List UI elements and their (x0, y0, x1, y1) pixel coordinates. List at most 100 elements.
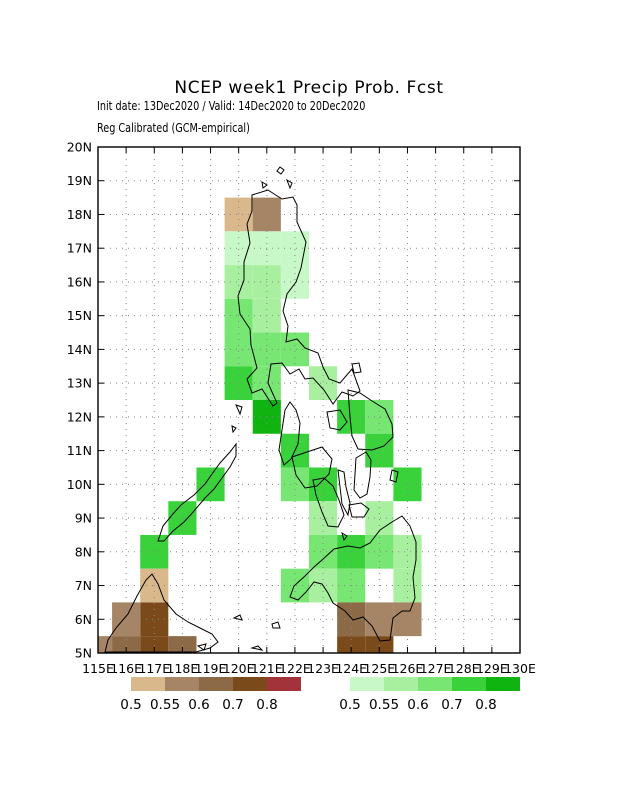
prob-cell (280, 265, 309, 299)
lon-label: 115E (82, 661, 114, 676)
legend-swatch (233, 677, 267, 691)
legend-label: 0.7 (441, 697, 462, 713)
lat-label: 16N (67, 274, 92, 289)
lat-label: 11N (67, 443, 92, 458)
prob-cell (168, 636, 197, 653)
lat-label: 9N (75, 511, 92, 526)
lat-label: 5N (75, 646, 92, 661)
prob-cell (280, 332, 309, 367)
lat-label: 18N (67, 207, 92, 222)
lon-label: 116E (110, 661, 142, 676)
lon-label: 126E (392, 661, 424, 676)
coast-luzon (237, 189, 361, 407)
coastline (104, 166, 417, 653)
probability-cells (98, 197, 422, 653)
legend-label: 0.5 (339, 697, 360, 713)
coast-negros (312, 477, 345, 528)
prob-cell (365, 534, 394, 569)
prob-cell (393, 602, 422, 637)
coast-bohol (348, 502, 370, 518)
latitude-labels: 5N 6N 7N 8N 9N 10N 11N 12N 13N 14N 15N 16N 17N 18N 19N… (67, 140, 92, 661)
legend-label: 0.7 (222, 697, 243, 713)
legend-label: 0.6 (407, 697, 428, 713)
lon-label: 129E (476, 661, 508, 676)
prob-cell (365, 602, 394, 637)
lat-label: 12N (67, 409, 92, 424)
coast-babuyan (261, 178, 293, 190)
legend-label: 0.6 (188, 697, 209, 713)
chart-title: NCEP week1 Precip Prob. Fcst (174, 78, 444, 98)
lon-label: 121E (251, 661, 283, 676)
coast-siquijor (341, 531, 348, 542)
lon-label: 122E (279, 661, 311, 676)
legend-swatch (384, 677, 418, 691)
lon-label: 123E (307, 661, 339, 676)
lon-label: 119E (195, 661, 227, 676)
coast-palawan (157, 442, 237, 542)
coast-batanes (276, 166, 285, 175)
lon-label: 127E (420, 661, 452, 676)
prob-cell (393, 534, 422, 569)
legend-swatch (165, 677, 199, 691)
coast-leyte (353, 451, 372, 499)
coast-cuyo (231, 404, 243, 434)
prob-cell (140, 636, 169, 653)
prob-cell (365, 433, 394, 468)
prob-cell (337, 534, 366, 569)
coast-mindanao (289, 515, 417, 642)
lon-label: 120E (223, 661, 255, 676)
legend-label: 0.8 (475, 697, 496, 713)
lat-label: 17N (67, 241, 92, 256)
coast-cebu (337, 469, 351, 517)
coast-masbate (326, 409, 348, 431)
lat-label: 15N (67, 308, 92, 323)
longitude-labels: 115E116E117E118E119E120E121E122E123E124E… (82, 661, 536, 676)
lon-label: 130E (504, 661, 536, 676)
legend-swatch (418, 677, 452, 691)
prob-cell (337, 636, 366, 653)
legend-label: 0.5 (120, 697, 141, 713)
lat-label: 13N (67, 376, 92, 391)
coast-mindoro (278, 401, 301, 466)
prob-cell (280, 467, 309, 502)
prob-cell (337, 602, 366, 637)
legend-swatch (131, 677, 165, 691)
lat-label: 7N (75, 578, 92, 593)
prob-cell (112, 636, 141, 653)
legend-swatch (350, 677, 384, 691)
lon-label: 118E (167, 661, 199, 676)
coast-samar (347, 389, 394, 451)
above-normal-legend: 0.5 0.55 0.6 0.7 0.8 (339, 677, 520, 713)
lat-label: 14N (67, 342, 92, 357)
lat-label: 8N (75, 544, 92, 559)
legend-swatch (267, 677, 301, 691)
legend-swatch (199, 677, 233, 691)
legend-label: 0.55 (369, 697, 399, 713)
coast-dinagat (389, 469, 399, 483)
lat-label: 20N (67, 140, 92, 155)
below-normal-legend: 0.5 0.55 0.6 0.7 0.8 (120, 677, 301, 713)
calibration-note: Reg Calibrated (GCM-empirical) (97, 120, 250, 135)
lat-label: 19N (67, 173, 92, 188)
legend-label: 0.8 (256, 697, 277, 713)
prob-cell (140, 602, 169, 637)
legend-swatch (452, 677, 486, 691)
lon-label: 124E (335, 661, 367, 676)
coast-borneo (104, 573, 219, 653)
coast-panay (291, 446, 333, 489)
map-frame (97, 146, 521, 654)
lon-label: 125E (363, 661, 395, 676)
prob-cell (365, 501, 394, 535)
coast-catanduanes (351, 362, 362, 374)
map-gridlines (98, 147, 520, 653)
legend-label: 0.55 (150, 697, 180, 713)
lat-label: 6N (75, 612, 92, 627)
init-valid-dates: Init date: 13Dec2020 / Valid: 14Dec2020 … (97, 98, 366, 113)
legend-swatch (486, 677, 520, 691)
coast-sulu (232, 614, 281, 651)
lon-label: 117E (138, 661, 170, 676)
coast-tawi (196, 643, 207, 651)
axis-ticks (97, 146, 521, 654)
prob-cell (98, 636, 113, 653)
